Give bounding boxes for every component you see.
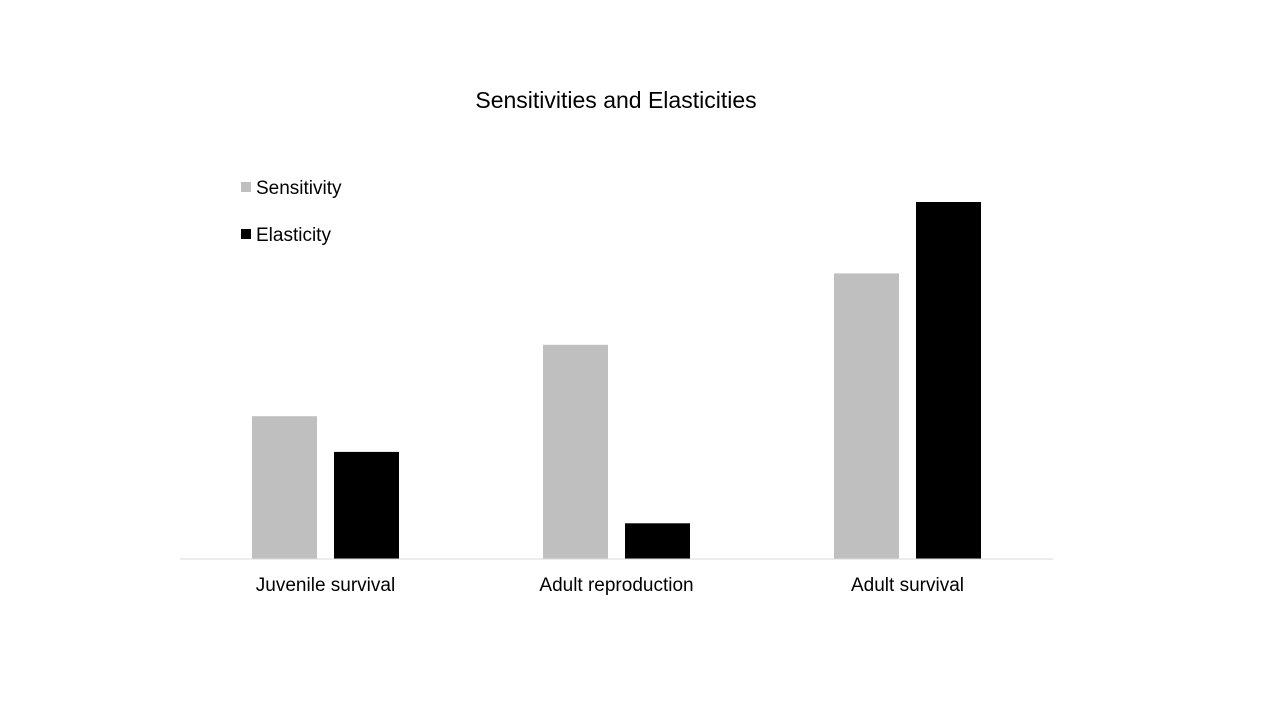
bars — [252, 202, 981, 559]
bar-sensitivity-adult-survival — [834, 273, 899, 559]
bar-sensitivity-juvenile-survival — [252, 416, 317, 559]
legend: Sensitivity Elasticity — [241, 178, 342, 246]
x-tick-label-adult-reproduction: Adult reproduction — [539, 575, 693, 596]
legend-label-elasticity: Elasticity — [256, 225, 331, 246]
chart-title: Sensitivities and Elasticities — [475, 87, 756, 113]
bar-elasticity-adult-reproduction — [625, 523, 690, 559]
legend-swatch-sensitivity — [241, 182, 251, 192]
x-tick-label-adult-survival: Adult survival — [851, 575, 964, 596]
bar-sensitivity-adult-reproduction — [543, 344, 608, 559]
legend-label-sensitivity: Sensitivity — [256, 178, 342, 199]
x-tick-labels: Juvenile survival Adult reproduction Adu… — [256, 575, 964, 596]
legend-swatch-elasticity — [241, 229, 251, 239]
bar-elasticity-adult-survival — [916, 202, 981, 559]
bar-elasticity-juvenile-survival — [334, 451, 399, 559]
x-tick-label-juvenile-survival: Juvenile survival — [256, 575, 395, 596]
